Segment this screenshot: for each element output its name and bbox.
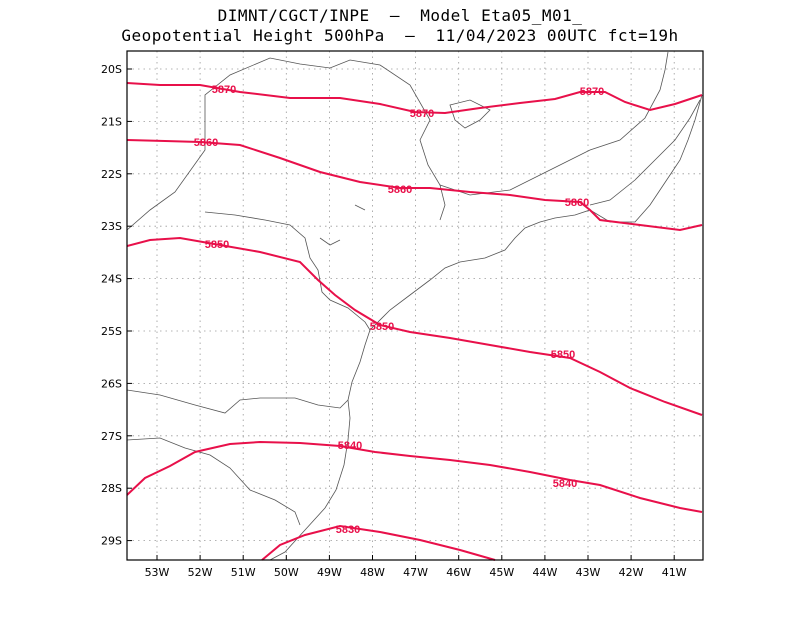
longitude-tick-label: 53W <box>145 566 170 579</box>
contour-label: 5860 <box>194 137 218 149</box>
coastlines-and-borders <box>126 51 703 561</box>
contour-label: 5860 <box>388 184 412 196</box>
longitude-tick-label: 46W <box>446 566 471 579</box>
state-border-mg-sp <box>439 51 669 196</box>
longitude-tick-label: 48W <box>360 566 385 579</box>
contour-labels: 5870 5870 5870 5860 5860 5860 5850 5850 … <box>194 84 604 536</box>
lake-features <box>319 99 491 246</box>
contour-label: 5840 <box>553 478 577 490</box>
contour-label: 5870 <box>580 86 604 98</box>
longitude-tick-label: 49W <box>317 566 342 579</box>
map-title-line-1: DIMNT/CGCT/INPE — Model Eta05_M01_ <box>217 6 583 25</box>
contour-label: 5830 <box>336 524 360 536</box>
longitude-axis: 53W 52W 51W 50W 49W 48W 47W 46W 45W 44W 43W 42W 41W <box>145 555 687 579</box>
latitude-tick-label: 28S <box>101 482 122 495</box>
latitude-tick-label: 23S <box>101 220 122 233</box>
latitude-tick-label: 21S <box>101 115 122 128</box>
latitude-tick-label: 27S <box>101 430 122 443</box>
contour-label: 5850 <box>205 239 229 251</box>
map-frame <box>126 50 704 561</box>
contour-label: 5850 <box>551 349 575 361</box>
gridlines <box>127 51 703 560</box>
state-border-north <box>126 57 446 231</box>
latitude-tick-label: 24S <box>101 273 122 286</box>
contour-label: 5860 <box>565 197 589 209</box>
longitude-tick-label: 45W <box>489 566 514 579</box>
longitude-tick-label: 41W <box>662 566 687 579</box>
contour-5850 <box>126 236 703 416</box>
coastline-south <box>269 329 371 561</box>
contour-5830 <box>261 524 496 561</box>
latitude-tick-label: 26S <box>101 377 122 390</box>
longitude-tick-label: 52W <box>188 566 213 579</box>
longitude-tick-label: 51W <box>231 566 256 579</box>
state-border-rs-sc <box>126 437 301 526</box>
latitude-tick-label: 29S <box>101 535 122 548</box>
contour-5840 <box>126 440 703 513</box>
height-contours <box>126 82 703 561</box>
longitude-tick-label: 44W <box>532 566 557 579</box>
contour-label: 5850 <box>370 321 394 333</box>
contour-label: 5870 <box>212 84 236 96</box>
map-title-line-2: Geopotential Height 500hPa — 11/04/2023 … <box>121 26 679 45</box>
longitude-tick-label: 42W <box>619 566 644 579</box>
contour-label: 5870 <box>410 108 434 120</box>
contour-5860 <box>126 139 703 232</box>
latitude-tick-label: 20S <box>101 63 122 76</box>
state-border-rj-es <box>589 99 701 206</box>
contour-5870 <box>126 82 703 115</box>
latitude-tick-label: 22S <box>101 168 122 181</box>
state-border-sc-pr <box>126 389 349 414</box>
longitude-tick-label: 47W <box>403 566 428 579</box>
latitude-axis: 20S 21S 22S 23S 24S 25S 26S 27S 28S 29S <box>101 63 132 548</box>
longitude-tick-label: 50W <box>274 566 299 579</box>
contour-label: 5840 <box>338 440 362 452</box>
latitude-tick-label: 25S <box>101 325 122 338</box>
coastline-sp <box>369 94 703 331</box>
state-border-pr-sp <box>204 211 371 331</box>
longitude-tick-label: 43W <box>576 566 601 579</box>
